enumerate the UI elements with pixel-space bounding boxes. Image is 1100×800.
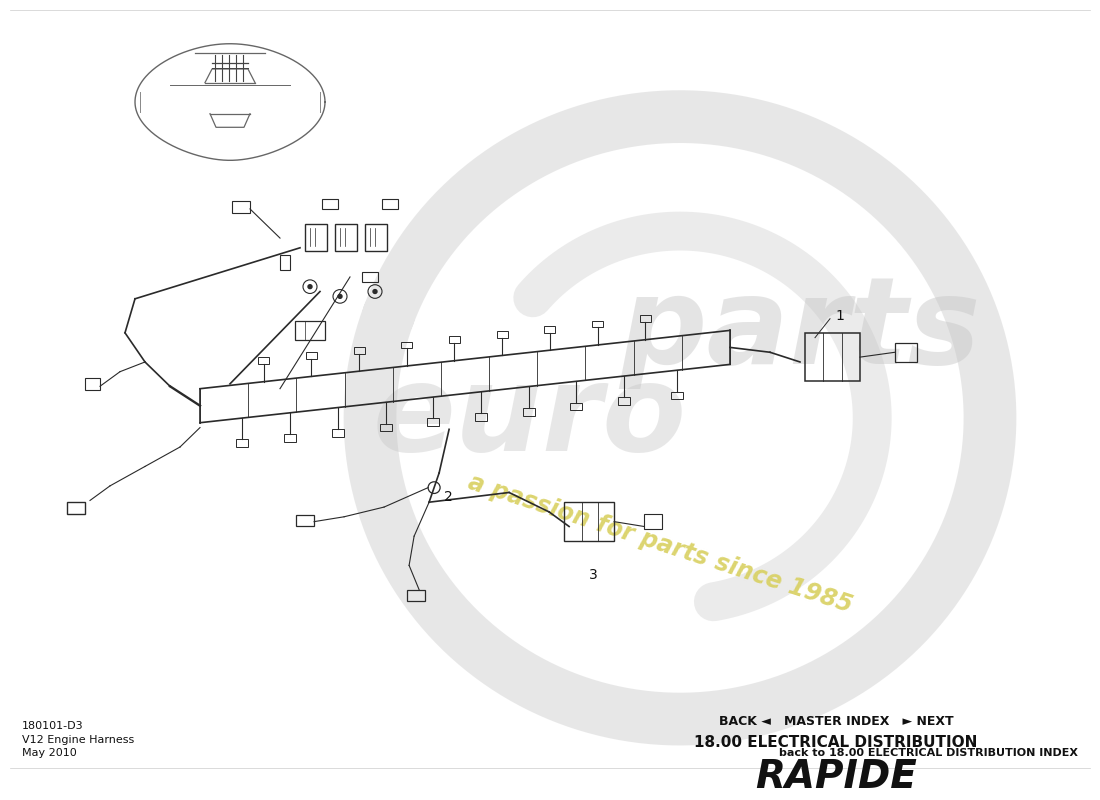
Bar <box>522 408 535 416</box>
Text: euro: euro <box>373 359 688 476</box>
Bar <box>362 272 378 282</box>
Bar <box>895 342 917 362</box>
Bar <box>640 315 651 322</box>
Bar <box>671 392 683 399</box>
Bar <box>379 424 392 431</box>
Bar <box>382 199 398 209</box>
Bar <box>618 398 630 406</box>
Bar <box>322 199 338 209</box>
Bar <box>236 439 249 447</box>
Text: back to 18.00 ELECTRICAL DISTRIBUTION INDEX: back to 18.00 ELECTRICAL DISTRIBUTION IN… <box>779 748 1078 758</box>
Text: 1: 1 <box>835 309 844 323</box>
Bar <box>284 434 296 442</box>
Bar <box>407 590 425 602</box>
Bar <box>332 429 344 437</box>
Bar <box>296 515 315 526</box>
Bar <box>805 333 860 382</box>
Bar <box>306 352 317 359</box>
Bar <box>427 418 439 426</box>
Bar <box>475 413 487 421</box>
Circle shape <box>373 290 377 294</box>
Text: parts: parts <box>619 272 981 389</box>
Bar <box>280 254 290 270</box>
Text: 3: 3 <box>590 568 598 582</box>
Circle shape <box>308 285 312 289</box>
Bar <box>258 358 270 364</box>
Bar <box>449 337 460 343</box>
Bar <box>496 331 507 338</box>
Bar <box>353 347 364 354</box>
Text: RAPIDE: RAPIDE <box>755 758 917 796</box>
Bar <box>305 223 327 250</box>
Bar <box>67 502 85 514</box>
Bar <box>564 502 614 541</box>
Bar <box>645 514 662 530</box>
Text: BACK ◄   MASTER INDEX   ► NEXT: BACK ◄ MASTER INDEX ► NEXT <box>718 715 954 728</box>
Bar <box>336 223 358 250</box>
Text: V12 Engine Harness: V12 Engine Harness <box>22 734 134 745</box>
Text: May 2010: May 2010 <box>22 748 77 758</box>
Bar <box>570 402 582 410</box>
Text: 18.00 ELECTRICAL DISTRIBUTION: 18.00 ELECTRICAL DISTRIBUTION <box>694 734 978 750</box>
Bar <box>402 342 412 349</box>
Bar <box>544 326 556 333</box>
Bar <box>85 378 100 390</box>
Bar <box>365 223 387 250</box>
Text: a passion for parts since 1985: a passion for parts since 1985 <box>465 470 855 618</box>
Text: 2: 2 <box>444 490 453 504</box>
Circle shape <box>338 294 342 298</box>
Text: 180101-D3: 180101-D3 <box>22 721 84 731</box>
Bar <box>592 321 603 327</box>
Bar <box>295 321 324 340</box>
Bar <box>232 201 250 213</box>
